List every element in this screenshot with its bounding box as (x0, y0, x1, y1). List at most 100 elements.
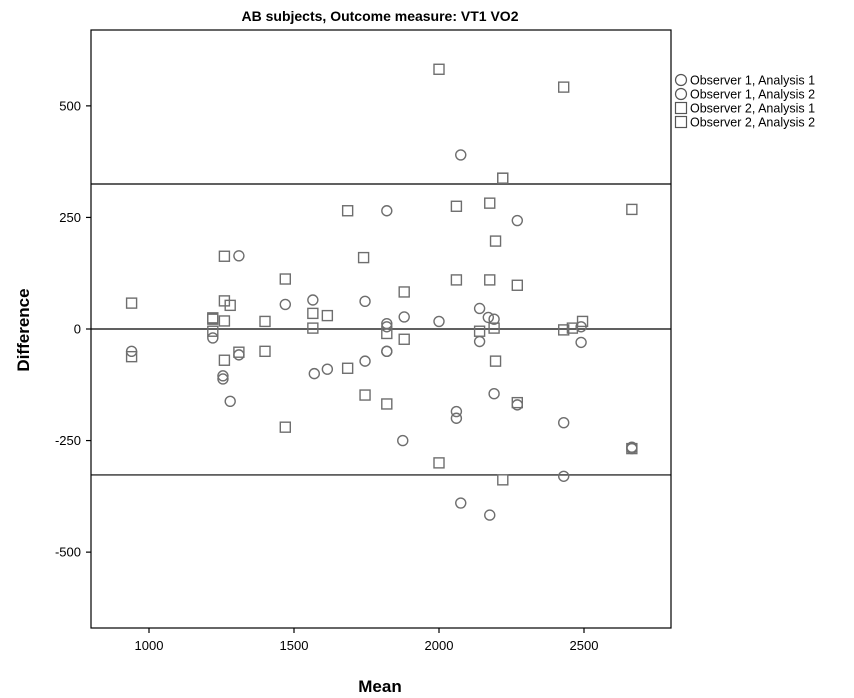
legend-square-icon (674, 101, 688, 115)
data-point-square (125, 350, 138, 363)
data-point-circle (473, 335, 486, 348)
legend-square-icon (674, 115, 688, 129)
data-point-circle (575, 336, 587, 349)
data-point-circle (217, 373, 229, 385)
data-point-circle (224, 395, 236, 407)
data-point-square (218, 315, 231, 327)
data-point-circle (321, 363, 334, 375)
data-point-circle (488, 313, 500, 325)
data-point-square (381, 327, 393, 340)
data-point-square (488, 322, 500, 334)
x-axis-label: Mean (358, 677, 401, 696)
data-point-square (307, 322, 319, 334)
data-point-circle (488, 388, 500, 400)
data-point-square (341, 205, 354, 217)
y-tick-label: 250 (59, 210, 81, 225)
data-points (125, 63, 638, 521)
data-point-square (218, 250, 231, 262)
data-point-square (259, 345, 271, 358)
data-point-square (321, 309, 334, 322)
data-point-square (626, 442, 638, 455)
data-point-square (433, 63, 445, 75)
data-point-square (259, 315, 271, 328)
data-point-circle (307, 294, 319, 306)
data-point-circle (381, 345, 393, 358)
data-point-square (497, 172, 509, 184)
y-tick-label: 500 (59, 98, 81, 113)
data-point-circle (279, 298, 291, 311)
data-point-square (450, 274, 463, 286)
data-point-circle (558, 417, 570, 429)
data-point-square (224, 299, 236, 312)
data-point-square (511, 396, 523, 409)
data-point-circle (207, 332, 219, 344)
data-point-square (207, 312, 219, 324)
data-point-circle (217, 370, 229, 382)
data-point-circle (397, 434, 409, 447)
y-tick-label: -500 (55, 545, 81, 560)
y-axis-label: Difference (14, 288, 33, 371)
data-point-square (558, 324, 570, 336)
y-axis: -500 -250 0 250 500 (55, 98, 91, 560)
x-tick-label: 2000 (425, 638, 454, 653)
chart-title: AB subjects, Outcome measure: VT1 VO2 (242, 8, 519, 24)
data-point-square (433, 457, 445, 469)
data-point-square (233, 346, 245, 358)
y-tick-label: -250 (55, 433, 81, 448)
legend-label: Observer 2, Analysis 1 (690, 102, 815, 116)
data-point-circle (398, 311, 410, 323)
y-tick-label: 0 (74, 322, 81, 337)
data-point-circle (455, 149, 467, 161)
legend-circle-icon (674, 87, 688, 101)
x-tick-label: 2500 (570, 638, 599, 653)
data-point-square (489, 355, 502, 367)
data-point-square (558, 81, 570, 93)
data-point-square (307, 307, 319, 320)
data-point-circle (381, 321, 393, 333)
data-point-circle (359, 295, 371, 308)
data-point-circle (511, 399, 523, 411)
data-point-square (566, 322, 579, 334)
data-point-circle (433, 315, 445, 328)
data-point-square (484, 274, 496, 286)
legend-circle-icon (674, 73, 688, 87)
data-point-square (511, 279, 523, 291)
x-tick-label: 1500 (280, 638, 309, 653)
data-point-circle (233, 349, 245, 361)
data-point-square (398, 286, 410, 298)
legend-label: Observer 1, Analysis 2 (690, 88, 815, 102)
data-point-circle (482, 311, 494, 324)
data-point-square (626, 203, 638, 216)
data-point-square (497, 474, 509, 486)
data-point-circle (455, 497, 467, 509)
data-point-square (473, 325, 486, 337)
data-point-circle (359, 355, 371, 367)
data-point-circle (308, 367, 320, 380)
data-point-square (489, 235, 502, 247)
data-point-square (359, 389, 371, 401)
data-point-circle (511, 214, 523, 227)
data-point-square (398, 333, 410, 345)
legend-label: Observer 1, Analysis 1 (690, 74, 815, 88)
data-point-square (218, 354, 231, 366)
reference-lines (91, 183, 671, 476)
x-tick-label: 1000 (135, 638, 164, 653)
x-axis: 1000 1500 2000 2500 (135, 628, 599, 653)
data-point-square (497, 172, 509, 184)
legend-label: Observer 2, Analysis 2 (690, 116, 815, 130)
data-point-square (357, 251, 370, 264)
data-point-circle (484, 509, 496, 521)
data-point-square (125, 297, 138, 309)
data-point-square (450, 200, 463, 212)
data-point-square (207, 325, 219, 337)
data-point-circle (473, 302, 486, 315)
data-point-square (576, 315, 589, 328)
data-point-circle (381, 205, 393, 217)
data-point-circle (233, 250, 245, 262)
data-point-square (484, 197, 496, 209)
data-point-circle (450, 412, 463, 424)
data-point-circle (558, 470, 570, 482)
data-point-circle (450, 405, 463, 418)
data-point-square (381, 398, 393, 410)
